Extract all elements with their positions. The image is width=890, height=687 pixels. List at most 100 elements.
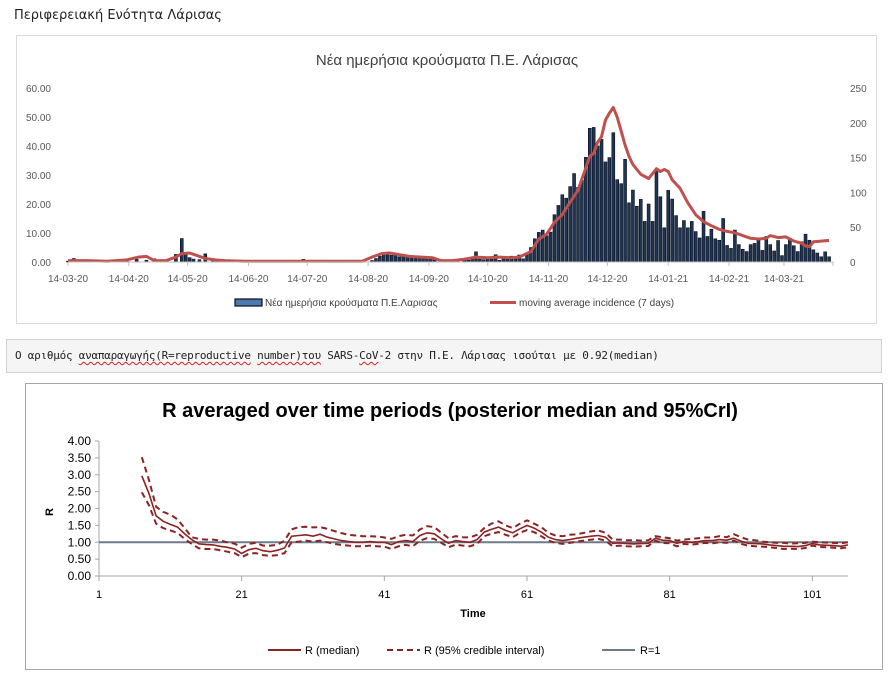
case-bar xyxy=(611,132,616,263)
case-bar xyxy=(709,228,714,263)
case-bar xyxy=(760,250,765,263)
case-bar xyxy=(686,227,690,263)
case-bar xyxy=(772,250,776,263)
r-lower-ci-line xyxy=(140,491,849,559)
case-bar xyxy=(670,198,674,263)
r-statement-box: Ο αριθμός αναπαραγωγής(R=reproductive nu… xyxy=(6,339,882,373)
case-bar xyxy=(693,231,698,263)
case-bar xyxy=(744,251,749,263)
x-tick-label: 14-04-20 xyxy=(109,274,149,285)
bar-series xyxy=(66,127,831,263)
misspelled-word: CoV xyxy=(359,349,379,362)
page-heading: Περιφερειακή Ενότητα Λάρισας xyxy=(14,8,222,23)
case-bar xyxy=(674,215,678,263)
r-upper-ci-line xyxy=(140,456,849,549)
cases-chart: Νέα ημερήσια κρούσματα Π.Ε. Λάρισας 0.00… xyxy=(16,35,877,324)
case-bar xyxy=(678,227,682,263)
case-bar xyxy=(697,237,702,263)
case-bar xyxy=(389,255,394,263)
left-axis-tick-label: 50.00 xyxy=(26,113,51,124)
x-tick-label: 101 xyxy=(803,589,821,601)
case-bar xyxy=(187,257,192,263)
case-bar xyxy=(713,238,718,263)
right-axis-tick-label: 200 xyxy=(850,119,867,130)
case-bar xyxy=(791,245,796,263)
y-tick-label: 0.50 xyxy=(68,552,92,566)
legend: Νέα ημερήσια κρούσματα Π.Ε.Λαρισας movin… xyxy=(234,297,674,309)
cases-chart-svg: Νέα ημερήσια κρούσματα Π.Ε. Λάρισας 0.00… xyxy=(26,52,867,309)
case-bar xyxy=(615,179,620,263)
y-tick-label: 1.00 xyxy=(68,535,92,549)
case-bar xyxy=(548,231,553,263)
case-bar xyxy=(654,170,659,263)
statement-segment: SARS- xyxy=(320,349,360,362)
x-axis-ticks: 1 21 41 61 81 101 xyxy=(96,576,822,601)
case-bar xyxy=(662,227,667,263)
legend: R (median) R (95% credible interval) R=1 xyxy=(268,645,661,657)
legend-bars-label: Νέα ημερήσια κρούσματα Π.Ε.Λαρισας xyxy=(265,297,438,309)
moving-average-line xyxy=(68,106,830,263)
legend-ci-label: R (95% credible interval) xyxy=(424,645,544,657)
case-bar xyxy=(635,206,639,263)
case-bar xyxy=(682,220,686,263)
case-bar xyxy=(729,248,733,263)
case-bar xyxy=(382,253,386,263)
right-axis-tick-label: 250 xyxy=(850,84,867,95)
right-axis-tick-label: 0 xyxy=(850,258,856,269)
misspelled-word: number)του xyxy=(257,349,321,362)
x-tick-label: 14-01-21 xyxy=(648,274,688,285)
x-tick-label: 14-03-21 xyxy=(764,274,804,285)
cases-chart-title: Νέα ημερήσια κρούσματα Π.Ε. Λάρισας xyxy=(316,52,578,69)
case-bar xyxy=(666,190,671,263)
case-bar xyxy=(764,236,769,263)
case-bar xyxy=(631,189,635,263)
case-bar xyxy=(784,244,788,263)
case-bar xyxy=(819,256,824,263)
case-bar xyxy=(650,221,655,263)
r-chart: R averaged over time periods (posterior … xyxy=(25,383,883,670)
case-bar xyxy=(823,251,827,263)
x-axis-label: Time xyxy=(460,608,485,620)
left-axis-tick-label: 0.00 xyxy=(32,258,52,269)
case-bar xyxy=(733,229,737,263)
right-axis-tick-label: 50 xyxy=(850,223,862,234)
case-bar xyxy=(603,161,608,263)
case-bar xyxy=(748,244,753,263)
y-tick-label: 4.00 xyxy=(68,434,92,448)
x-tick-label: 81 xyxy=(664,589,676,601)
legend-ref-label: R=1 xyxy=(640,645,661,657)
case-bar xyxy=(737,244,741,263)
y-tick-label: 1.50 xyxy=(68,518,92,532)
right-axis-ticks: 0 50 100 150 200 250 xyxy=(850,84,867,269)
case-bar xyxy=(740,248,745,263)
case-bar xyxy=(658,196,663,263)
case-bar xyxy=(776,240,780,263)
case-bar xyxy=(378,255,382,263)
x-tick-label: 41 xyxy=(378,589,390,601)
r-statement-text: Ο αριθμός αναπαραγωγής(R=reproductive nu… xyxy=(15,349,659,362)
case-bar xyxy=(780,255,784,263)
r-median-line xyxy=(141,475,849,555)
right-axis-tick-label: 150 xyxy=(850,154,867,165)
case-bar xyxy=(599,139,604,263)
statement-segment: -2 στην Π.Ε. Λάρισας ισούται με 0.92(med… xyxy=(378,349,659,362)
x-tick-label: 1 xyxy=(96,589,102,601)
case-bar xyxy=(619,183,623,263)
left-axis-tick-label: 60.00 xyxy=(26,84,51,95)
legend-ma-label: moving average incidence (7 days) xyxy=(519,298,674,309)
x-tick-label: 61 xyxy=(521,589,533,601)
x-tick-label: 21 xyxy=(236,589,248,601)
case-bar xyxy=(587,128,592,263)
case-bar xyxy=(717,239,722,263)
case-bar xyxy=(827,256,831,263)
case-bar xyxy=(705,236,710,263)
case-bar xyxy=(768,244,773,263)
case-bar xyxy=(374,258,378,263)
y-tick-label: 3.50 xyxy=(68,451,92,465)
case-bar xyxy=(752,243,757,263)
misspelled-word: αναπαραγωγής(R=reproductive xyxy=(78,349,251,362)
case-bar xyxy=(795,251,800,263)
case-bar xyxy=(576,187,580,263)
case-bar xyxy=(544,235,549,263)
case-bar xyxy=(560,194,565,263)
